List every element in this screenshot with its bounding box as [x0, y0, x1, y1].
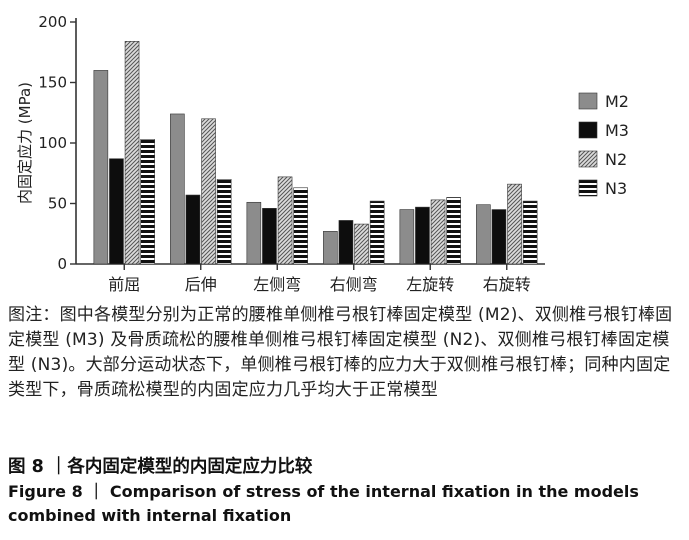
legend-swatch-N2	[578, 150, 598, 168]
bar-N2-3	[354, 223, 369, 265]
y-tick-label: 0	[57, 255, 67, 273]
bar-N3-5	[522, 200, 538, 265]
x-tick-label: 后伸	[185, 275, 217, 294]
bar-M2-4	[399, 209, 415, 265]
axis-labels: 0 50 100 150 200 内固定应力 (MPa) 前屈 后伸 左侧弯 右侧弯 左旋转 右旋转	[16, 13, 531, 294]
bar-M2-3	[323, 231, 338, 265]
figure-title-en: Figure 8 ｜ Comparison of stress of the i…	[8, 480, 684, 528]
legend-label-N2: N2	[605, 150, 627, 169]
x-tick-label: 前屈	[108, 275, 140, 294]
figure-number: Figure 8	[8, 482, 83, 501]
bar-N3-3	[369, 200, 385, 265]
figure-title-en-text: Comparison of stress of the internal fix…	[8, 482, 639, 525]
bar-M3-5	[491, 209, 507, 265]
bar-N2-0	[124, 41, 140, 265]
figure-title-cn: 图 8 ｜各内固定模型的内固定应力比较	[8, 457, 313, 477]
legend-swatch-M2	[578, 92, 598, 110]
y-axis-label: 内固定应力 (MPa)	[16, 82, 34, 204]
bar-N2-2	[277, 176, 293, 265]
y-tick-label: 100	[38, 134, 67, 152]
bar-N3-2	[293, 187, 308, 265]
bars	[93, 41, 538, 265]
y-tick-label: 150	[38, 74, 67, 92]
bar-M3-3	[338, 220, 354, 265]
legend-swatch-N3	[578, 179, 598, 197]
x-tick-label: 右侧弯	[330, 275, 378, 294]
bar-N3-1	[216, 179, 232, 265]
figure-separator: ｜	[88, 482, 105, 501]
bar-M3-0	[109, 158, 124, 265]
bar-N2-4	[430, 199, 446, 265]
bar-N2-5	[507, 183, 522, 265]
bar-N2-1	[201, 118, 216, 265]
bar-M3-2	[262, 208, 277, 265]
bar-N3-4	[446, 197, 461, 265]
x-tick-label: 右旋转	[483, 275, 531, 294]
legend-label-M3: M3	[605, 121, 629, 140]
bar-N3-0	[140, 139, 155, 265]
bar-M2-1	[170, 113, 185, 265]
y-tick-label: 200	[38, 13, 67, 31]
bar-M3-4	[415, 206, 430, 265]
bar-M2-2	[246, 201, 262, 265]
legend-label-N3: N3	[605, 179, 627, 198]
legend-label-M2: M2	[605, 92, 629, 111]
bar-M3-1	[185, 194, 201, 265]
bar-M2-5	[476, 204, 491, 265]
legend: M2 M3 N2 N3	[578, 92, 629, 198]
chart-area: 0 50 100 150 200 内固定应力 (MPa) 前屈 后伸 左侧弯 右侧弯 左旋转 右旋转 …	[16, 13, 629, 294]
x-tick-label: 左侧弯	[253, 275, 301, 294]
bar-M2-0	[93, 70, 109, 265]
y-tick-label: 50	[48, 195, 67, 213]
figure-note: 图注：图中各模型分别为正常的腰椎单侧椎弓根钉棒固定模型 (M2)、双侧椎弓根钉棒…	[8, 305, 673, 400]
x-tick-label: 左旋转	[406, 275, 454, 294]
legend-swatch-M3	[578, 121, 598, 139]
